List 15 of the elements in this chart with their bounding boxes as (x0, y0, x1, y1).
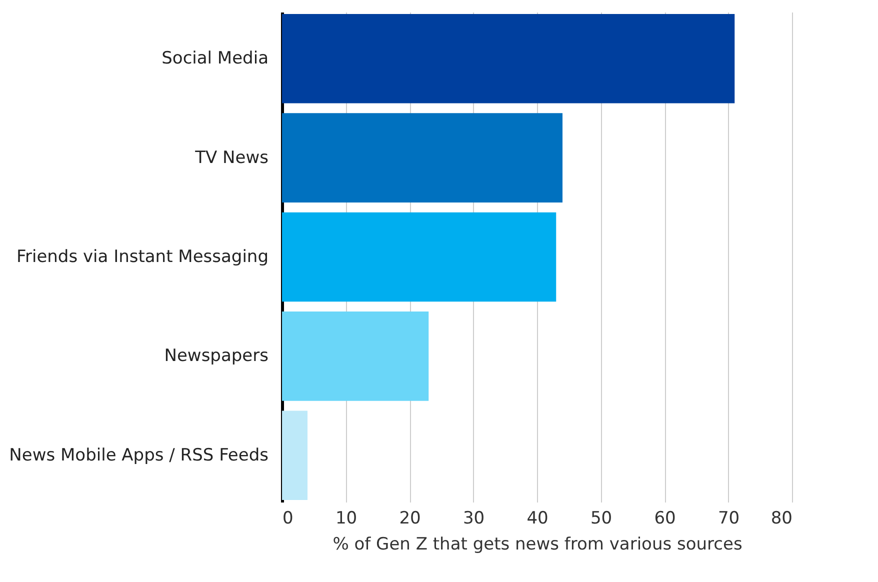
x-tick-label: 20 (399, 508, 421, 528)
y-tick-label: Friends via Instant Messaging (16, 247, 268, 267)
x-tick-label: 80 (770, 508, 792, 528)
x-tick-label: 10 (335, 508, 358, 528)
x-tick-label: 30 (462, 508, 485, 528)
x-tick-label: 50 (590, 508, 612, 528)
x-tick-label: 40 (526, 508, 548, 528)
x-tick-label: 70 (718, 508, 740, 528)
x-tick-label: 60 (654, 508, 676, 528)
y-tick-label: Newspapers (164, 346, 269, 366)
x-tick-label: 0 (282, 508, 294, 528)
y-tick-label: TV News (194, 148, 269, 168)
y-tick-label: Social Media (162, 48, 268, 69)
x-axis-title: % of Gen Z that gets news from various sources (332, 534, 742, 554)
y-tick-label: News Mobile Apps / RSS Feeds (9, 445, 269, 466)
